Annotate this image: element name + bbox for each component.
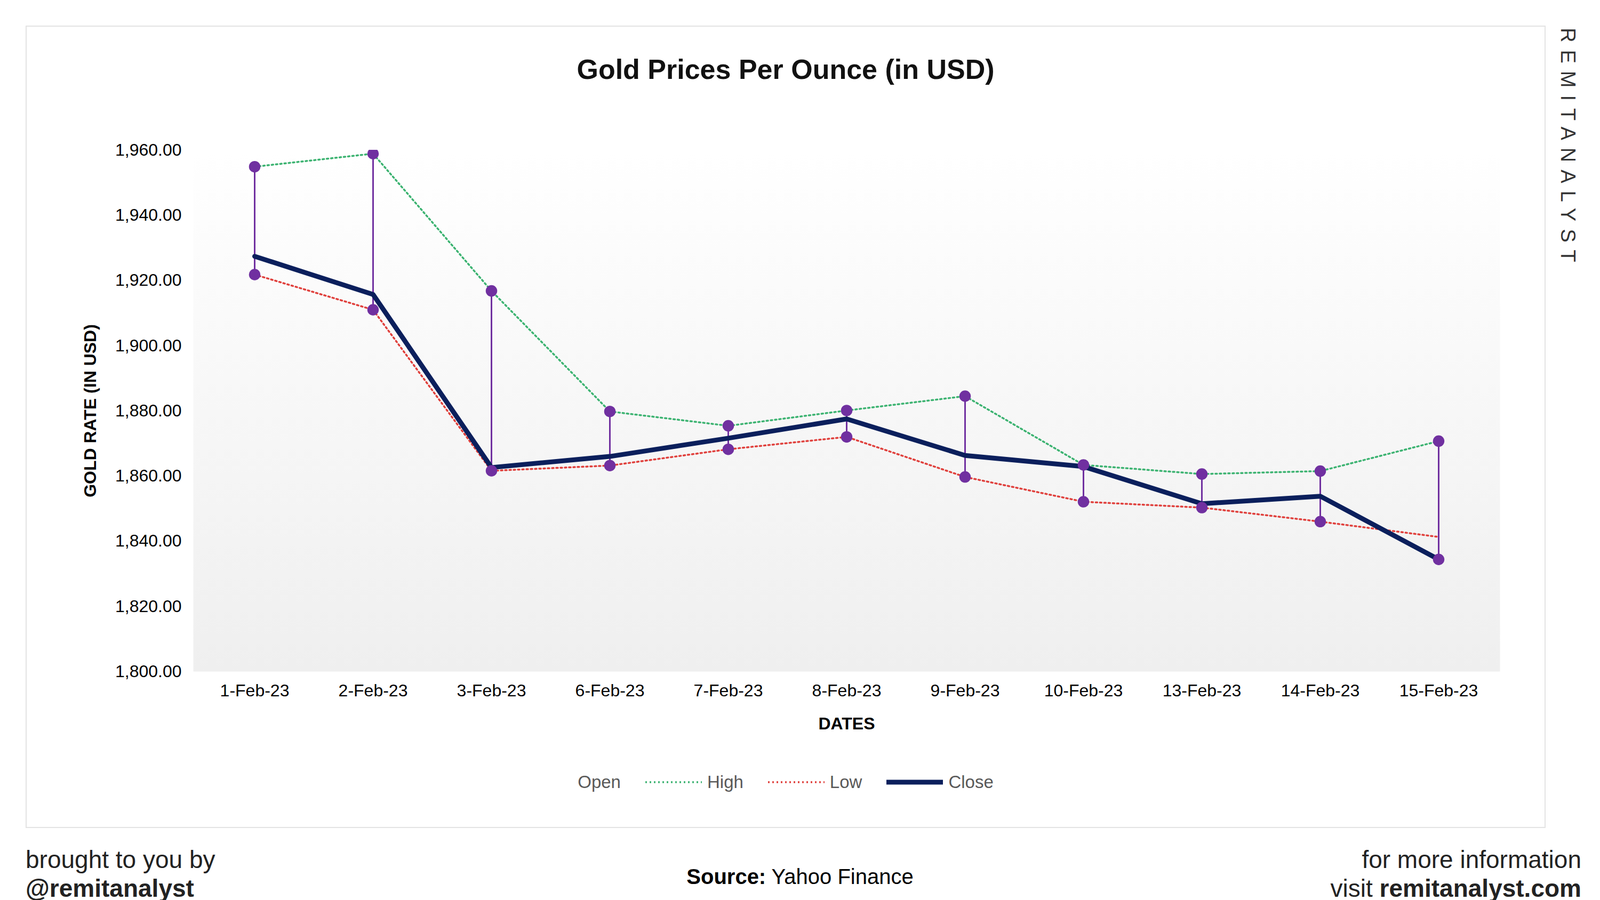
svg-text:6-Feb-23: 6-Feb-23: [575, 681, 645, 701]
svg-text:13-Feb-23: 13-Feb-23: [1162, 681, 1242, 701]
html-text:Close: Close: [948, 772, 994, 792]
html-text:for more information: for more information: [1361, 845, 1582, 874]
svg-text:1-Feb-23: 1-Feb-23: [220, 681, 290, 701]
svg-text:15-Feb-23: 15-Feb-23: [1399, 681, 1479, 701]
svg-text:1,860.00: 1,860.00: [115, 466, 182, 486]
svg-text:1,820.00: 1,820.00: [115, 596, 182, 616]
html-text:High: High: [707, 772, 744, 792]
svg-text:GOLD RATE (IN USD): GOLD RATE (IN USD): [80, 324, 100, 498]
svg-text:2-Feb-23: 2-Feb-23: [338, 681, 408, 701]
svg-text:9-Feb-23: 9-Feb-23: [930, 681, 1000, 701]
svg-text:1,880.00: 1,880.00: [115, 401, 182, 421]
svg-text:DATES: DATES: [818, 714, 875, 734]
html-text:Gold Prices Per Ounce (in USD): Gold Prices Per Ounce (in USD): [576, 53, 995, 85]
svg-text:1,920.00: 1,920.00: [115, 270, 182, 290]
html-text:brought to you by: brought to you by: [25, 845, 216, 874]
svg-text:1,960.00: 1,960.00: [115, 140, 182, 160]
svg-text:7-Feb-23: 7-Feb-23: [693, 681, 764, 701]
svg-text:1,840.00: 1,840.00: [115, 531, 182, 551]
svg-text:10-Feb-23: 10-Feb-23: [1044, 681, 1124, 701]
svg-text:8-Feb-23: 8-Feb-23: [812, 681, 882, 701]
html-text:REMITANALYST: REMITANALYST: [1556, 27, 1580, 270]
svg-text:1,940.00: 1,940.00: [115, 205, 182, 225]
html-text:Low: Low: [829, 772, 863, 792]
svg-text:3-Feb-23: 3-Feb-23: [457, 681, 527, 701]
html-text:Open: Open: [577, 772, 621, 792]
svg-text:1,800.00: 1,800.00: [115, 661, 182, 682]
svg-text:14-Feb-23: 14-Feb-23: [1281, 681, 1360, 701]
html-text:Source: Yahoo Finance: Source: Yahoo Finance: [686, 865, 914, 889]
svg-text:1,900.00: 1,900.00: [115, 335, 182, 355]
